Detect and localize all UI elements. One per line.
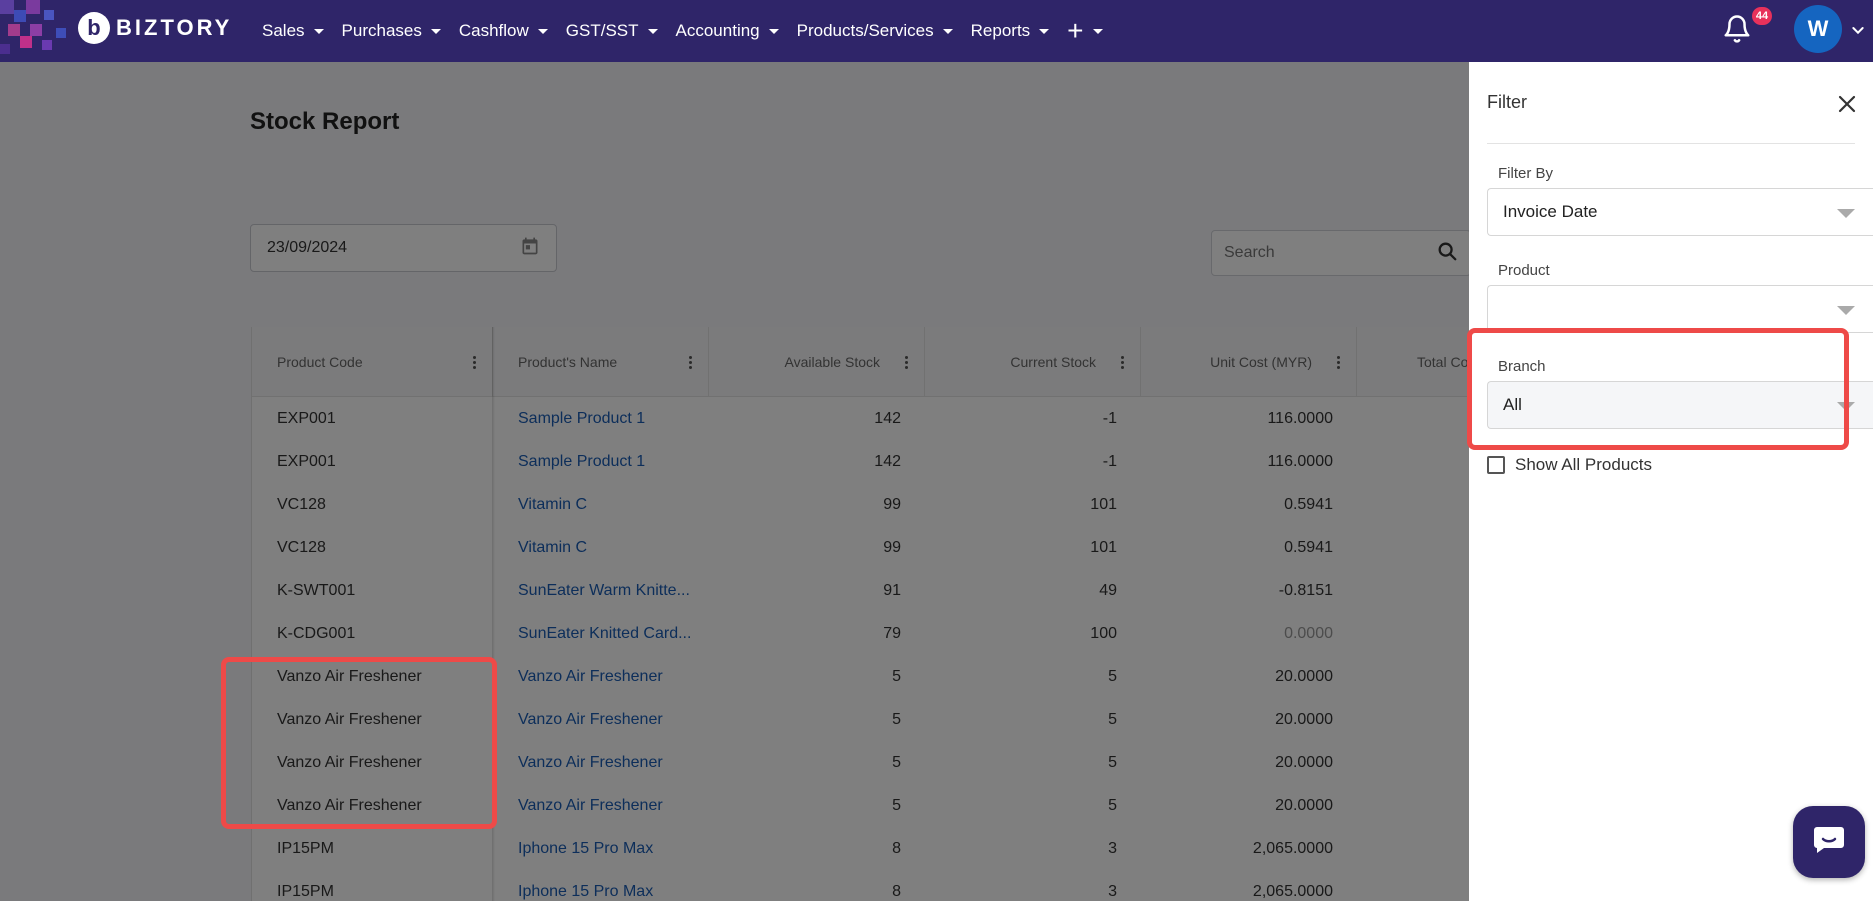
nav-quick-add[interactable]: + (1067, 15, 1103, 46)
notification-badge: 44 (1752, 7, 1772, 25)
nav-products-services-label: Products/Services (796, 21, 934, 40)
caret-down-icon (942, 28, 953, 34)
caret-down-icon (313, 28, 324, 34)
close-icon[interactable] (1835, 92, 1859, 116)
dropdown-arrow-icon (1837, 209, 1855, 218)
nav-reports[interactable]: Reports (971, 21, 1050, 41)
nav-cashflow[interactable]: Cashflow (459, 21, 548, 41)
chat-launcher-button[interactable] (1793, 806, 1865, 878)
nav-sales[interactable]: Sales (262, 21, 324, 41)
nav-purchases-label: Purchases (341, 21, 422, 40)
nav-reports-label: Reports (970, 21, 1031, 40)
branch-value: All (1503, 395, 1522, 414)
dropdown-arrow-icon (1837, 306, 1855, 315)
filter-by-value: Invoice Date (1503, 202, 1598, 221)
filter-by-select[interactable]: Invoice Date (1487, 188, 1873, 236)
caret-down-icon (768, 28, 779, 34)
nav-purchases[interactable]: Purchases (342, 21, 441, 41)
branch-select[interactable]: All (1487, 381, 1873, 429)
logo-mark: b (78, 12, 110, 44)
chat-icon (1812, 825, 1846, 860)
highlight-duplicate-codes (221, 657, 497, 829)
filter-panel: Filter Filter By Invoice Date Product Br… (1469, 62, 1873, 901)
logo-pixel-decoration (0, 0, 110, 62)
plus-icon: + (1067, 15, 1084, 46)
nav-accounting[interactable]: Accounting (676, 21, 779, 41)
nav-sales-label: Sales (262, 21, 305, 40)
panel-divider (1487, 143, 1855, 144)
show-all-products-option[interactable]: Show All Products (1487, 455, 1652, 475)
nav-cashflow-label: Cashflow (458, 21, 529, 40)
logo-text: BIZTORY (116, 15, 233, 40)
modal-backdrop[interactable] (0, 62, 1469, 901)
filter-panel-title: Filter (1487, 92, 1527, 112)
user-avatar[interactable]: W (1794, 5, 1842, 53)
caret-down-icon (1039, 28, 1050, 34)
nav-products-services[interactable]: Products/Services (797, 21, 953, 41)
caret-down-icon (537, 28, 548, 34)
product-select[interactable] (1487, 285, 1873, 333)
chevron-down-icon[interactable] (1850, 22, 1866, 38)
main-menu: Sales Purchases Cashflow GST/SST Account… (262, 0, 1121, 62)
bell-icon[interactable] (1722, 14, 1752, 44)
branch-label: Branch (1498, 358, 1546, 375)
highlight-branch-filter (1467, 328, 1849, 450)
show-all-products-checkbox[interactable] (1487, 456, 1505, 474)
show-all-products-label: Show All Products (1515, 455, 1653, 474)
filter-by-label: Filter By (1498, 165, 1554, 182)
caret-down-icon (1092, 28, 1103, 34)
biztory-logo[interactable]: b BIZTORY (78, 12, 232, 44)
nav-accounting-label: Accounting (675, 21, 760, 40)
nav-gst-sst[interactable]: GST/SST (566, 21, 658, 41)
caret-down-icon (647, 28, 658, 34)
top-nav-bar: b BIZTORY Sales Purchases Cashflow GST/S… (0, 0, 1873, 62)
caret-down-icon (430, 28, 441, 34)
nav-gst-sst-label: GST/SST (565, 21, 639, 40)
product-label: Product (1498, 262, 1550, 279)
